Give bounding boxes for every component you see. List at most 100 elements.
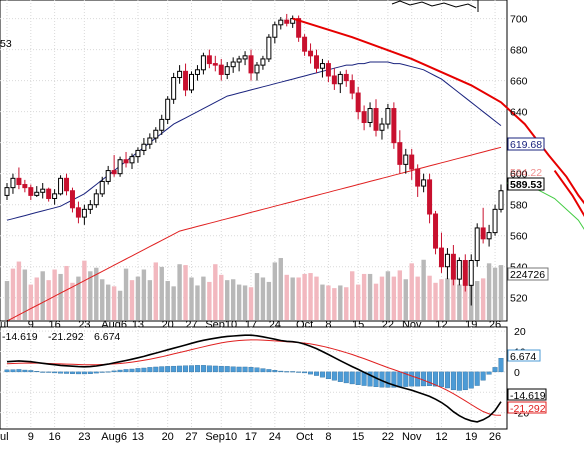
macd-hist-bar (58, 371, 64, 374)
macd-hist-bar (34, 371, 40, 373)
macd-date-label: 26 (489, 431, 501, 443)
candle-body (254, 64, 260, 74)
volume-bar (457, 284, 462, 320)
volume-bar (10, 268, 16, 320)
volume-bar (177, 264, 182, 320)
volume-bar (189, 277, 194, 320)
macd-date-label: 19 (465, 431, 477, 443)
candle-body (147, 137, 153, 145)
volume-bar (46, 280, 51, 320)
candle-body (325, 63, 331, 77)
volume-bar (338, 285, 343, 320)
price-tick-label: 660 (510, 76, 528, 88)
candle-body (421, 179, 427, 187)
candle-body (75, 207, 81, 218)
price-panel: 520540560580600620640660680700 ul91623Au… (0, 0, 584, 331)
candle-body (194, 69, 200, 75)
price-tick-label: 580 (510, 200, 528, 212)
volume-bar (332, 288, 337, 320)
top-partial-panel (391, 0, 479, 12)
volume-bar (225, 280, 230, 320)
volume-value-label: 224726 (510, 269, 545, 281)
volume-bar (260, 277, 266, 320)
volume-bar (397, 270, 403, 320)
volume-bar (355, 284, 361, 320)
candle-body (361, 111, 367, 124)
candle-body (177, 70, 183, 79)
candle-body (117, 159, 123, 175)
macd-hist-bar (147, 367, 153, 373)
macd-hist-bar (99, 371, 105, 373)
volume-bar (94, 267, 99, 320)
macd-hist-bar (427, 371, 433, 386)
candle-body (492, 208, 498, 234)
last-price-box (507, 177, 545, 191)
volume-bar (498, 265, 504, 320)
macd-hist-bar (444, 371, 450, 389)
volume-bar (284, 274, 289, 320)
ma-mid-value-label: 619.68 (510, 139, 542, 151)
volume-bar (344, 287, 349, 320)
macd-hist-bar (75, 371, 81, 375)
macd-hist-bar (397, 371, 403, 388)
macd-value-label: -14.619 (510, 390, 546, 402)
macd-hist-bar (337, 371, 343, 382)
macd-hist-bar (28, 370, 34, 373)
macd-date-label: Nov (402, 431, 422, 443)
volume-bar (308, 273, 313, 320)
volume-bar (439, 279, 444, 320)
macd-hist-bar (87, 371, 93, 374)
macd-hist-bar (141, 367, 147, 373)
candle-body (111, 170, 117, 175)
volume-bar (201, 276, 206, 320)
volume-bar (105, 284, 111, 320)
candle-body (462, 260, 468, 286)
volume-bar (28, 284, 34, 320)
candle-body (200, 55, 206, 71)
candle-body (331, 75, 337, 85)
macd-hist-bar (433, 371, 439, 387)
macd-date-label: 13 (132, 431, 144, 443)
volume-bar (391, 276, 397, 320)
volume-bar (445, 278, 450, 320)
candle-body (266, 36, 272, 60)
volume-bar (230, 279, 236, 320)
macd-date-label: 15 (352, 431, 364, 443)
macd-hist-bar (319, 371, 325, 378)
macd-date-label: 8 (325, 431, 331, 443)
volume-bar (64, 265, 69, 320)
candle-body (355, 92, 361, 113)
macd-date-label: 12 (435, 431, 447, 443)
macd-tick-label: 0 (514, 367, 520, 379)
volume-bar (379, 276, 385, 320)
macd-hist-bar (165, 366, 171, 373)
candle-body (498, 190, 504, 210)
volume-bar (141, 269, 147, 320)
candle-body (242, 55, 248, 60)
candle-body (34, 191, 40, 196)
price-tick-label: 640 (510, 107, 528, 119)
candle-body (22, 184, 28, 189)
candle-body (272, 24, 278, 38)
volume-bar (123, 268, 129, 320)
macd-date-label: 16 (48, 431, 60, 443)
macd-value-labels: 6.674 -14.619 -21.292 (507, 349, 547, 415)
candle-body (16, 177, 22, 186)
volume-bar (242, 285, 248, 320)
macd-hist-bar (260, 368, 266, 373)
macd-hist-bar (308, 371, 314, 375)
macd-hist-bar (266, 369, 272, 373)
candle-body (81, 208, 87, 218)
macd-hist-bar (290, 371, 296, 373)
macd-hist-bar (367, 371, 373, 387)
macd-hist-bar (284, 371, 290, 373)
volume-bar (171, 286, 176, 320)
candle-body (290, 18, 296, 24)
candle-body (343, 73, 349, 82)
macd-hist-bar (4, 369, 10, 373)
macd-hist-bar (242, 366, 248, 373)
macd-date-label: 27 (185, 431, 197, 443)
volume-bar (183, 265, 188, 320)
macd-date-label: Oct (296, 431, 313, 443)
candle-body (373, 108, 379, 131)
